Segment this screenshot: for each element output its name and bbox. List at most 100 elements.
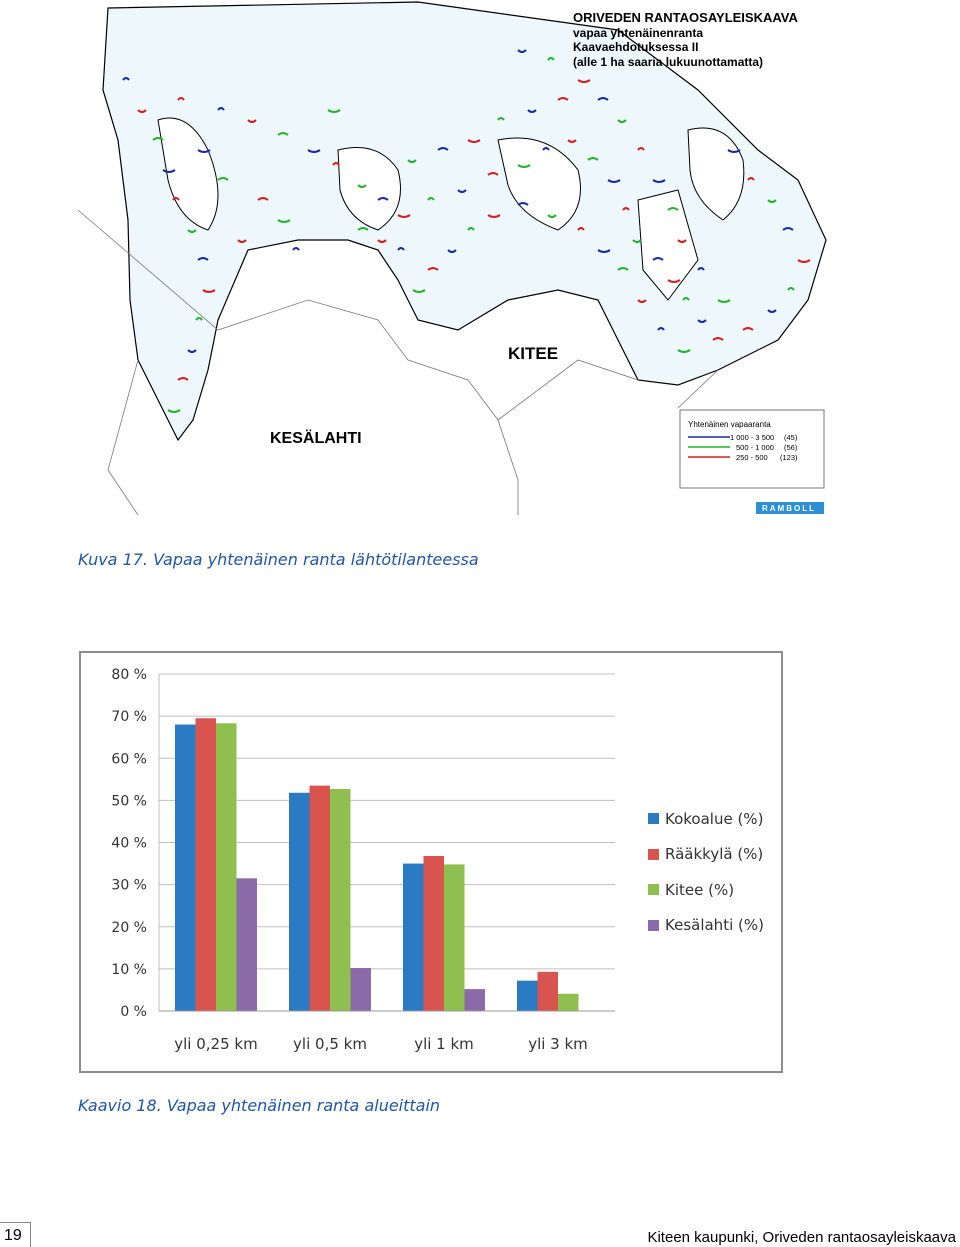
island xyxy=(497,137,581,231)
bar xyxy=(309,785,330,1011)
y-tick-label: 80 % xyxy=(111,667,147,683)
legend-item-kitee: Kitee (%) xyxy=(648,872,764,908)
shoreline-segment xyxy=(467,139,481,143)
y-tick-label: 10 % xyxy=(111,962,147,978)
shoreline-segment xyxy=(257,197,269,201)
lake-orivesi xyxy=(102,1,827,442)
shoreline-segment xyxy=(652,257,664,261)
shoreline-segment xyxy=(407,159,417,163)
x-tick-label: yli 0,5 km xyxy=(293,1035,367,1053)
x-tick-label: yli 3 km xyxy=(528,1035,588,1053)
shoreline-segment xyxy=(187,349,197,353)
legend-swatch-kokoalue xyxy=(648,813,659,825)
shoreline-segment xyxy=(202,289,216,293)
shoreline-segment xyxy=(547,57,555,61)
shoreline-segment xyxy=(677,349,691,353)
ramboll-logo xyxy=(756,502,824,514)
bar xyxy=(423,855,444,1011)
shoreline-segment xyxy=(712,337,724,341)
shoreline-segment xyxy=(797,259,811,263)
legend-label-kitee: Kitee (%) xyxy=(665,880,735,899)
legend-label-kesalahti: Kesälahti (%) xyxy=(665,916,764,935)
page-number-divider xyxy=(30,1222,31,1247)
shoreline-segment xyxy=(667,279,681,283)
shoreline-segment xyxy=(657,327,665,331)
shoreline-segment xyxy=(167,409,181,413)
bar xyxy=(195,718,216,1011)
shoreline-segment xyxy=(517,164,531,168)
bar xyxy=(216,723,237,1011)
shoreline-segment xyxy=(247,119,257,123)
shoreline-segment xyxy=(577,79,591,83)
shoreline-segment xyxy=(332,162,340,166)
bar xyxy=(175,724,196,1011)
shoreline-segment xyxy=(277,132,289,136)
island xyxy=(337,147,401,231)
shoreline-segment xyxy=(327,109,341,113)
shoreline-segment xyxy=(542,147,550,151)
shoreline-segment xyxy=(397,247,405,251)
shoreline-segment xyxy=(277,219,291,223)
shoreline-segment xyxy=(467,227,475,231)
legend-item-kesalahti: Kesälahti (%) xyxy=(648,908,764,944)
y-tick-label: 60 % xyxy=(111,751,147,767)
shoreline-segment xyxy=(197,257,209,261)
legend-range-3: 250 - 500 xyxy=(736,453,768,462)
shoreline-segment xyxy=(547,214,557,218)
shoreline-segment xyxy=(377,197,389,201)
legend-label-kokoalue: Kokoalue (%) xyxy=(665,809,764,828)
shoreline-segment xyxy=(637,147,645,151)
x-tick-label: yli 0,25 km xyxy=(174,1035,257,1053)
shoreline-segment xyxy=(587,157,599,161)
shoreline-segment xyxy=(237,239,247,243)
shoreline-segment xyxy=(767,199,777,203)
bar xyxy=(464,989,485,1011)
shoreline-segment xyxy=(597,97,609,101)
shoreline-segment xyxy=(597,249,611,253)
shoreline-segment xyxy=(517,49,527,53)
shoreline-segment xyxy=(162,169,176,173)
page-number-rule xyxy=(0,1222,30,1223)
shoreline-segment xyxy=(557,97,569,101)
shoreline-segment xyxy=(357,184,367,188)
bar xyxy=(558,993,579,1011)
legend-item-raakkyla: Rääkkylä (%) xyxy=(648,837,764,873)
legend-swatch-raakkyla xyxy=(648,848,659,860)
y-tick-label: 0 % xyxy=(120,1004,147,1020)
shoreline-segment xyxy=(412,289,426,293)
shoreline-segment xyxy=(782,227,794,231)
shoreline-segment xyxy=(152,137,164,141)
shoreline-segment xyxy=(697,319,707,323)
shoreline-segment xyxy=(607,179,621,183)
shoreline-segment xyxy=(617,267,629,271)
bar xyxy=(236,878,257,1011)
shoreline-segment xyxy=(767,309,777,313)
boundary-line xyxy=(497,359,639,421)
shoreline-segment xyxy=(747,177,755,181)
shoreline-segment xyxy=(727,149,741,153)
free-shoreline-segments xyxy=(122,49,811,413)
shoreline-segment xyxy=(137,109,147,113)
shoreline-segment xyxy=(377,239,387,243)
y-tick-label: 30 % xyxy=(111,878,147,894)
shoreline-segment xyxy=(682,297,690,301)
shoreline-segment xyxy=(122,77,130,81)
shoreline-segment xyxy=(497,117,505,121)
chart-plot: 0 % 10 % 20 % 30 % 40 % 50 % 60 % 70 % 80 % yli 0… xyxy=(111,667,615,1053)
shoreline-segment xyxy=(697,267,705,271)
bar xyxy=(444,864,465,1011)
boundary-line xyxy=(78,209,519,515)
legend-swatch-kitee xyxy=(648,884,659,896)
shoreline-segment xyxy=(187,229,197,233)
shoreline-segment xyxy=(787,287,795,291)
map-legend-title: Yhtenäinen vapaaranta xyxy=(688,420,771,429)
shoreline-segment xyxy=(457,189,467,193)
legend-range-1: 1 000 - 3 500 xyxy=(730,433,774,442)
shoreline-segment xyxy=(622,207,630,211)
chart-legend: Kokoalue (%) Rääkkylä (%) Kitee (%) Kesä… xyxy=(648,801,764,943)
shoreline-segment xyxy=(427,197,435,201)
shoreline-segment xyxy=(307,149,321,153)
shoreline-segment xyxy=(517,202,529,206)
shoreline-segment xyxy=(617,119,627,123)
shoreline-segment xyxy=(487,214,501,218)
